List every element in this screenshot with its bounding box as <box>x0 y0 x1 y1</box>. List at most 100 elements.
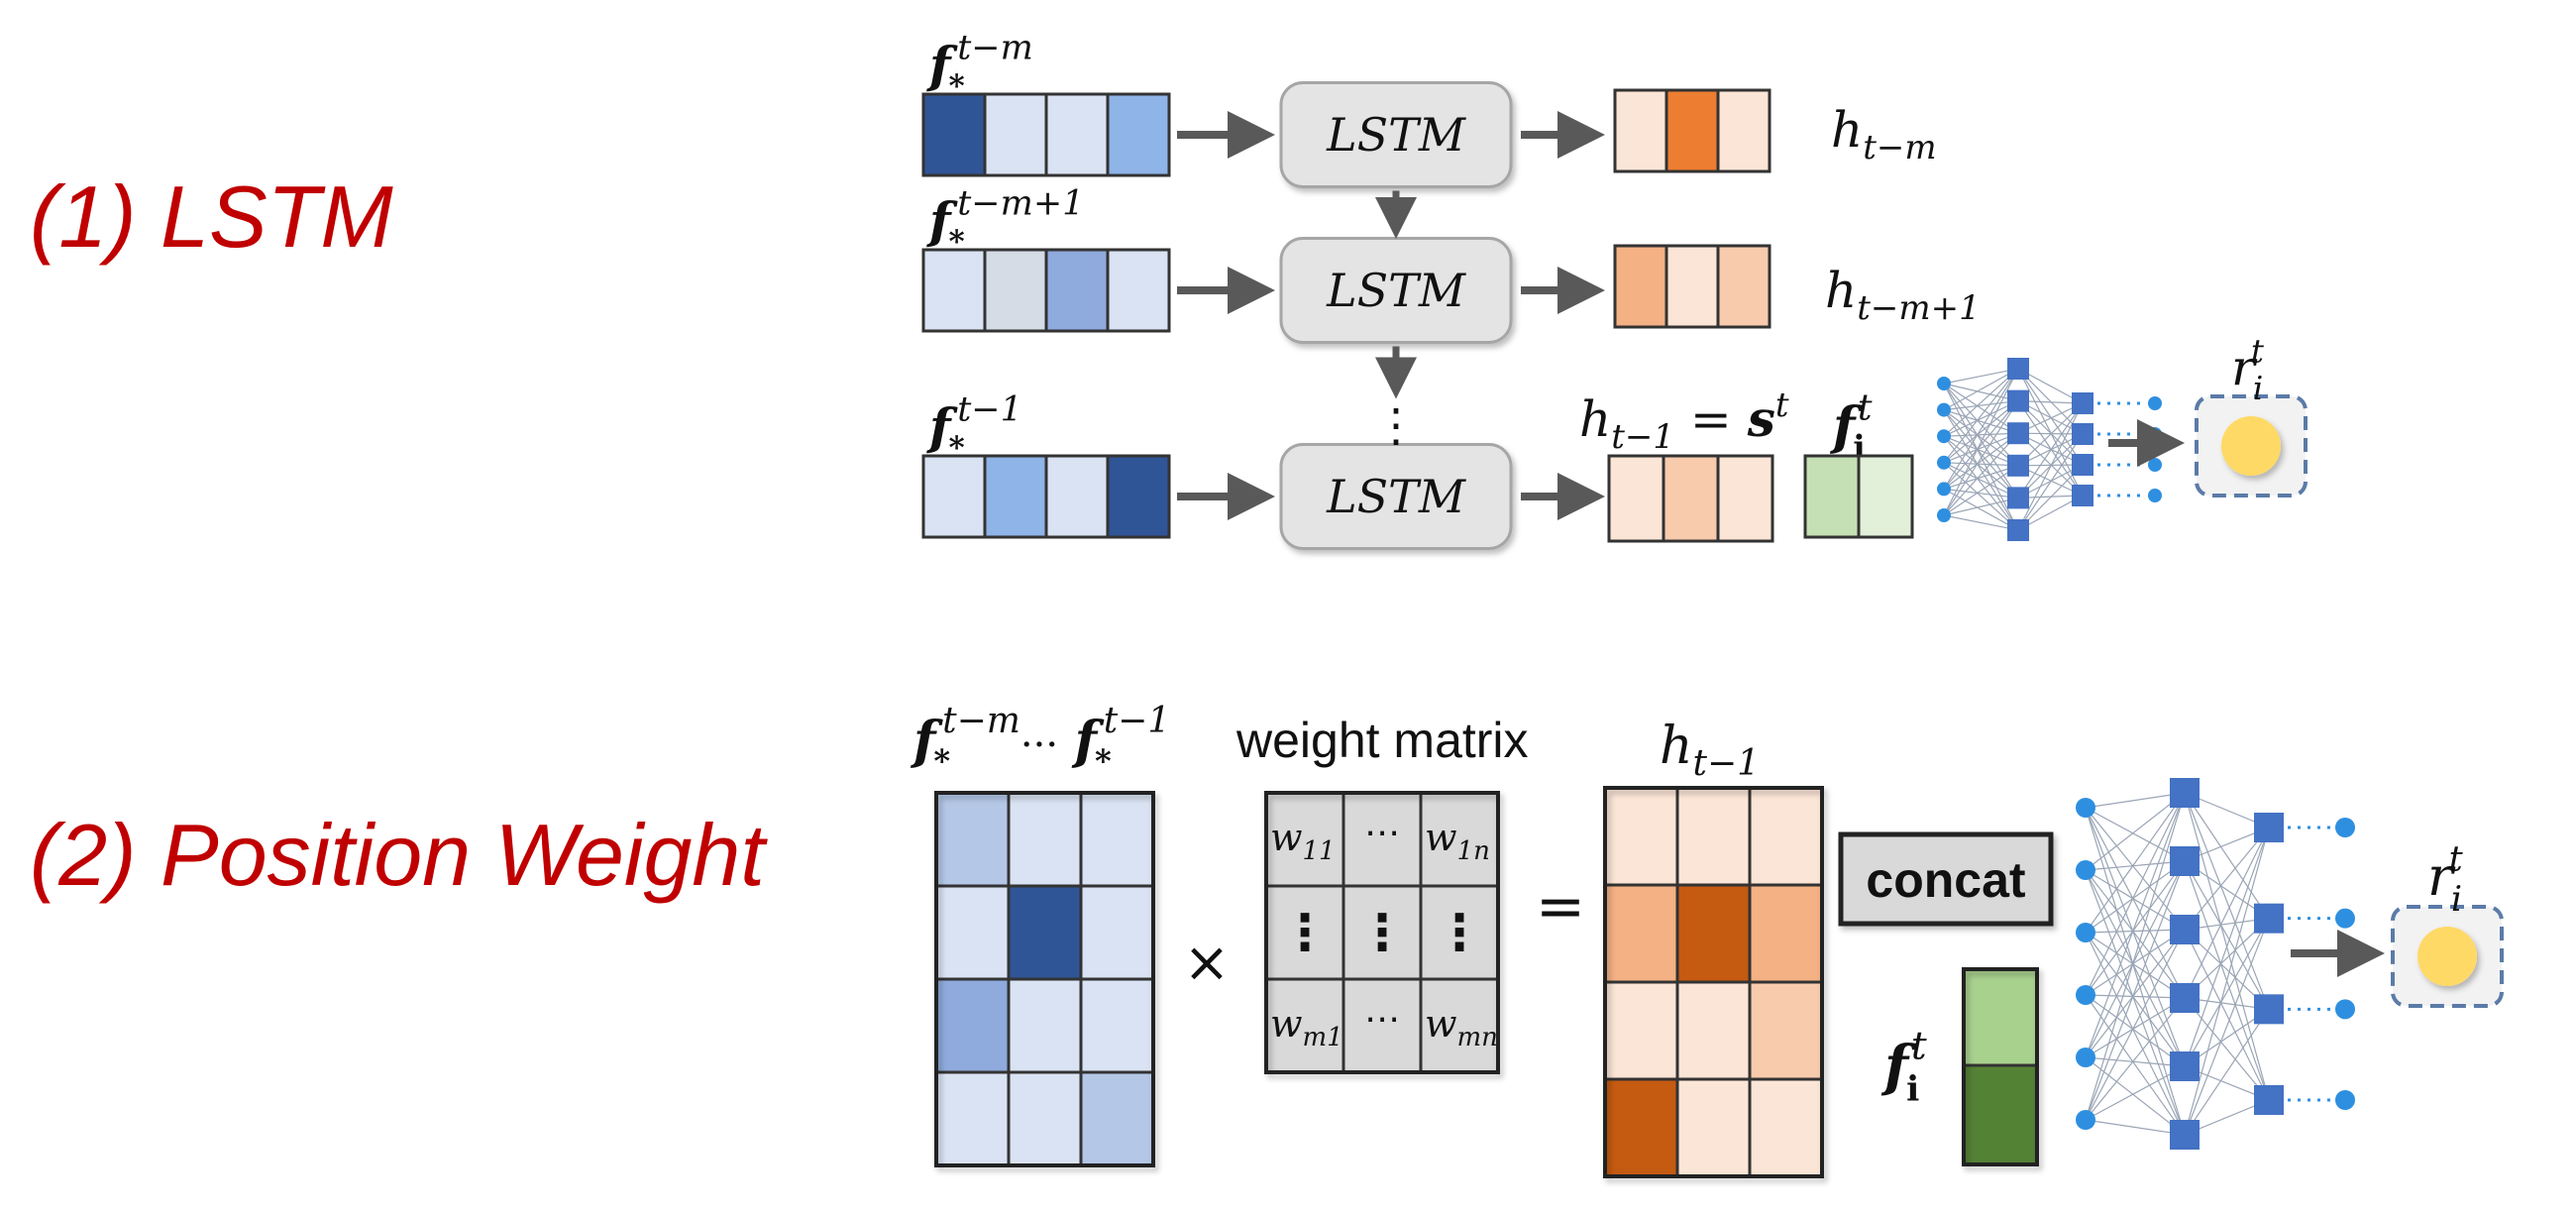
pw-mlp-edge <box>2085 869 2186 999</box>
lstm-result-label: rit <box>2231 333 2265 408</box>
pw-input-cell-2-0 <box>934 977 1011 1074</box>
lstm-input-vector-2-cell-0 <box>921 454 987 539</box>
pw-mlp-edge <box>2085 929 2186 1058</box>
pw-input-label-sup-2: t−1 <box>1104 701 1171 741</box>
lstm-mlp-edge <box>1943 514 2019 531</box>
lstm-hidden-state-0-cell-1 <box>1664 88 1720 173</box>
pw-fi-cell-0 <box>1962 967 2039 1067</box>
pw-mlp-edge <box>2085 792 2186 809</box>
lstm-hidden-label-base-0: h <box>1831 101 1863 159</box>
pw-input-label: f*t−m··· f*t−1 <box>910 701 1170 780</box>
pw-mlp-output-node <box>2254 903 2284 934</box>
lstm-mlp-edge <box>1943 409 2019 467</box>
lstm-mlp-edge <box>1943 383 2019 402</box>
lstm-mlp-edge <box>1943 383 2019 467</box>
lstm-fi-label: fit <box>1829 387 1873 467</box>
pw-output-cell-1-1 <box>1675 883 1752 984</box>
pw-weight-entry-sub-2-2: mn <box>1457 1023 1498 1052</box>
pw-mlp-edge <box>2085 932 2186 999</box>
pw-times-sign: × <box>1184 931 1231 995</box>
lstm-mlp-edge <box>2017 402 2084 498</box>
pw-fi-label-sup: t <box>1911 1025 1927 1069</box>
pw-mlp-edge <box>2184 860 2270 1010</box>
pw-output-cell-1-2 <box>1748 883 1824 984</box>
pw-output-cell-2-2 <box>1748 980 1824 1081</box>
pw-mlp-input-node <box>2076 1110 2095 1130</box>
lstm-cell-label-2: LSTM <box>1326 470 1467 523</box>
lstm-mlp-edge <box>1943 368 2019 437</box>
lstm-final-hidden-label: ht−1 = st <box>1579 386 1789 457</box>
pw-weight-entry-base-0-2: w <box>1425 816 1457 859</box>
lstm-mlp-edge <box>1943 400 2019 411</box>
pw-mlp-edge <box>2085 1056 2186 1136</box>
pw-mlp-edge <box>2085 792 2186 1121</box>
pw-input-cell-0-2 <box>1079 791 1155 888</box>
lstm-mlp-edge <box>1943 465 2019 490</box>
lstm-mlp-edge <box>1943 462 2019 467</box>
lstm-hidden-state-0-cell-2 <box>1716 88 1771 173</box>
lstm-mlp-edge <box>1943 383 2019 434</box>
pw-mlp-output-node <box>2254 1085 2284 1115</box>
pw-output-cell-2-1 <box>1675 980 1752 1081</box>
lstm-mlp-edge <box>1943 432 2019 516</box>
lstm-final-hidden-s-sup: t <box>1775 386 1789 425</box>
lstm-mlp-edge <box>1943 432 2019 437</box>
pw-mlp-edge <box>2085 807 2186 1136</box>
lstm-mlp-input-node <box>1937 429 1951 444</box>
lstm-mlp-dot-node <box>2148 427 2162 441</box>
pw-input-cell-3-0 <box>934 1070 1011 1167</box>
pw-weight-dots-1-0: ⋮ <box>1280 904 1330 961</box>
pw-output-cell-3-0 <box>1603 1077 1679 1178</box>
lstm-mlp-edge <box>1943 400 2019 464</box>
pw-mlp-input-node <box>2076 1048 2095 1067</box>
lstm-mlp-input-node <box>1937 455 1951 470</box>
pw-input-cell-1-0 <box>934 884 1011 981</box>
section-title-position-weight: (2) Position Weight <box>30 806 765 904</box>
pw-input-cell-1-1 <box>1007 884 1083 981</box>
lstm-input-vector-0-cell-0 <box>921 92 987 177</box>
pw-weight-entry-2-0: wm1 <box>1270 1002 1343 1052</box>
pw-mlp-edge <box>2085 807 2186 862</box>
pw-mlp-edge <box>2085 869 2186 931</box>
pw-result-label-sub: i <box>2451 879 2462 920</box>
lstm-mlp-dot-node <box>2148 458 2162 472</box>
pw-mlp-edge <box>2184 997 2270 1101</box>
lstm-input-label-1-sup: t−m+1 <box>957 184 1084 224</box>
lstm-final-hidden-eq: = <box>1674 390 1748 448</box>
pw-mlp-edge <box>2085 997 2186 1121</box>
lstm-input-vector-1-cell-1 <box>983 248 1048 333</box>
pw-result-label: rit <box>2427 839 2464 921</box>
pw-input-label-sub-1: * <box>933 742 950 780</box>
pw-mlp-edge <box>2085 932 2186 1136</box>
lstm-mlp-edge <box>1943 432 2019 490</box>
pw-input-label-sup-1: t−m <box>942 701 1020 741</box>
pw-weight-entry-sub-0-2: 1n <box>1457 836 1490 866</box>
pw-weight-title: weight matrix <box>1235 713 1529 768</box>
pw-weight-dots-1-1: ⋮ <box>1357 904 1407 961</box>
lstm-mlp-edge <box>1943 432 2019 464</box>
lstm-input-vector-0-cell-2 <box>1044 92 1110 177</box>
lstm-input-vector-0-cell-1 <box>983 92 1048 177</box>
lstm-mlp-dot-node <box>2148 489 2162 502</box>
pw-mlp-input-node <box>2076 985 2095 1005</box>
pw-mlp-input-node <box>2076 798 2095 818</box>
lstm-mlp-edge <box>1943 368 2019 464</box>
lstm-mlp-output-node <box>2072 392 2093 414</box>
lstm-result-circle <box>2221 416 2281 476</box>
lstm-mlp-output-node <box>2072 423 2093 445</box>
lstm-cell-0 <box>1279 81 1513 188</box>
pw-mlp-edge <box>2184 792 2270 920</box>
pw-mlp-dot-node <box>2335 818 2355 837</box>
pw-mlp-edge <box>2085 860 2186 996</box>
pw-output-cell-3-1 <box>1675 1077 1752 1178</box>
lstm-mlp-edge <box>1943 368 2019 385</box>
pw-mlp-hidden-node <box>2170 983 2200 1013</box>
lstm-hidden-state-2-cell-2 <box>1716 454 1774 543</box>
pw-mlp-hidden-node <box>2170 1051 2200 1081</box>
pw-mlp-edge <box>2184 827 2270 1136</box>
lstm-input-label-2-sup: t−1 <box>957 390 1022 430</box>
pw-concat-label: concat <box>1866 852 2026 908</box>
pw-fi-frame <box>1962 967 2039 1166</box>
pw-output-cell-2-0 <box>1603 980 1679 1081</box>
lstm-mlp-hidden-node <box>2007 454 2029 477</box>
